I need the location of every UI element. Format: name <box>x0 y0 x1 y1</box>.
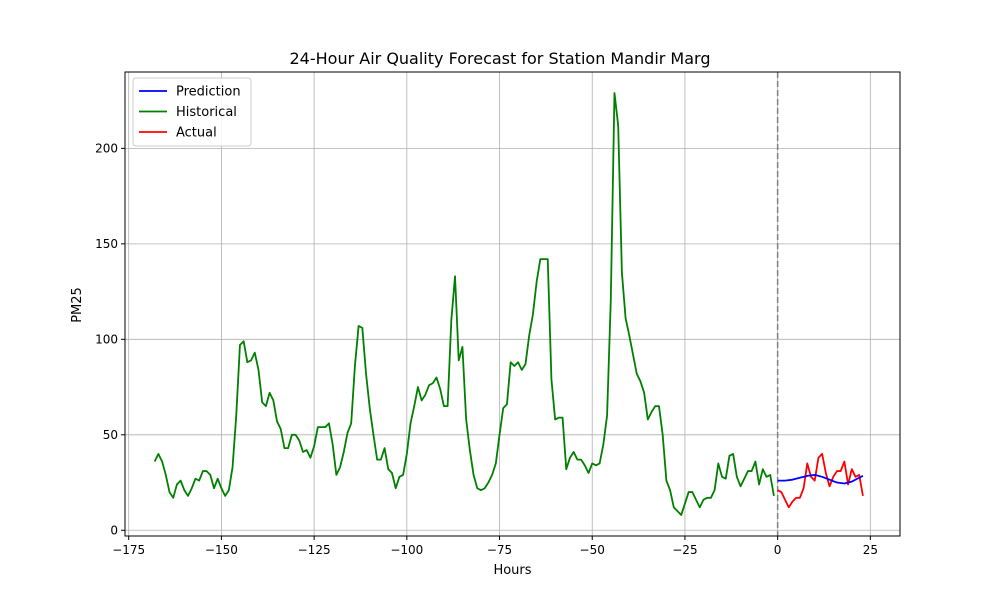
x-axis-ticks: −175 −150 −125 −100 −75 −50 −25 0 25 <box>112 536 878 557</box>
y-axis-label: PM25 <box>70 287 85 323</box>
x-tick-label: 0 <box>774 543 782 557</box>
x-tick-label: −75 <box>487 543 512 557</box>
chart-title: 24-Hour Air Quality Forecast for Station… <box>290 49 711 68</box>
y-tick-label: 200 <box>95 141 118 155</box>
y-tick-label: 100 <box>95 332 118 346</box>
y-tick-label: 50 <box>103 428 118 442</box>
legend-label-actual: Actual <box>176 126 217 141</box>
y-tick-label: 150 <box>95 237 118 251</box>
x-tick-label: −175 <box>112 543 145 557</box>
legend: Prediction Historical Actual <box>132 77 252 147</box>
series-line-prediction <box>777 473 864 485</box>
y-tick-label: 0 <box>110 523 118 537</box>
x-tick-label: −25 <box>672 543 697 557</box>
legend-box <box>132 77 252 147</box>
x-tick-label: −50 <box>580 543 605 557</box>
series-line-historical <box>153 92 775 516</box>
x-tick-label: −125 <box>298 543 331 557</box>
x-tick-label: −150 <box>205 543 238 557</box>
x-axis-label: Hours <box>493 563 531 578</box>
series-lines <box>153 92 864 516</box>
plot-frame <box>124 71 901 537</box>
y-axis-ticks: 0 50 100 150 200 <box>95 141 125 537</box>
legend-label-historical: Historical <box>176 105 237 120</box>
legend-label-prediction: Prediction <box>176 85 241 100</box>
x-tick-label: 25 <box>863 543 878 557</box>
x-tick-label: −100 <box>390 543 423 557</box>
